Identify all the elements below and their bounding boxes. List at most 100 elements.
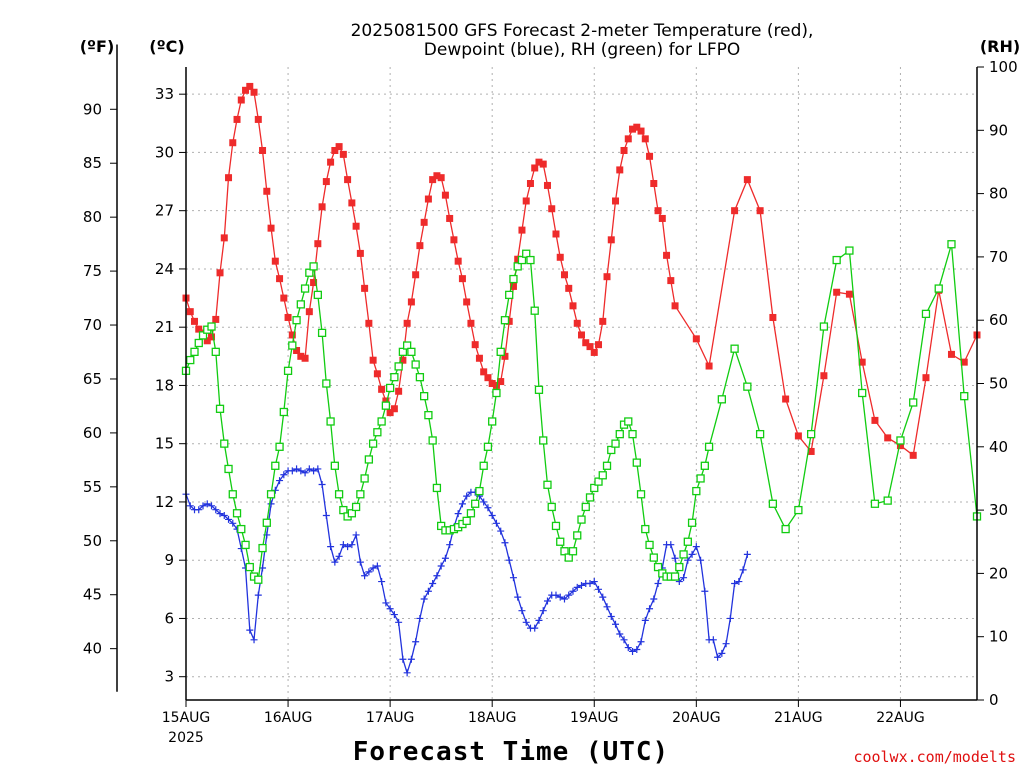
dewpoint-point: [254, 591, 262, 599]
rh-point: [479, 461, 488, 470]
dewpoint-point: [297, 467, 305, 475]
temperature-point: [833, 288, 841, 296]
temperature-point: [471, 341, 479, 349]
temperature-point: [960, 358, 968, 366]
rh-point: [696, 474, 705, 483]
temperature-point: [586, 343, 594, 351]
temperature-point: [612, 197, 620, 205]
rh-point: [368, 439, 378, 448]
rh-point: [670, 572, 680, 581]
celsius-tick-label: 6: [164, 609, 174, 627]
rh-point: [577, 515, 586, 524]
dewpoint-point: [722, 640, 730, 648]
dewpoint-point: [654, 579, 662, 587]
dewpoint-point: [216, 510, 224, 518]
dewpoint-point: [743, 550, 751, 558]
dewpoint-point: [565, 591, 573, 599]
rh-point: [466, 509, 476, 518]
dewpoint-point: [616, 630, 624, 638]
dewpoint-point: [348, 541, 356, 549]
dewpoint-point: [420, 595, 428, 603]
dewpoint-point: [267, 500, 275, 508]
rh-point: [781, 524, 790, 534]
temperature-point: [254, 115, 262, 123]
dewpoint-point: [667, 541, 675, 549]
temperature-point: [310, 279, 318, 287]
rh-tick-label: 100: [989, 58, 1018, 76]
rh-tick-label: 10: [989, 628, 1008, 646]
temperature-point: [607, 236, 615, 244]
rh-point: [717, 395, 726, 404]
temperature-point: [505, 317, 513, 325]
rh-point: [232, 509, 242, 518]
temperature-point: [416, 242, 424, 250]
rh-point: [279, 407, 288, 417]
dewpoint-point: [739, 566, 747, 574]
x-tick-label: 20AUG: [672, 710, 721, 726]
dewpoint-point: [322, 512, 330, 520]
chart-title-line1: 2025081500 GFS Forecast 2-meter Temperat…: [351, 21, 814, 41]
dewpoint-point: [509, 574, 517, 582]
rh-point: [313, 290, 322, 300]
temperature-point: [509, 282, 517, 290]
temperature-point: [420, 218, 428, 226]
dewpoint-point: [395, 618, 403, 626]
rh-point: [896, 436, 905, 445]
temperature-point: [429, 176, 437, 184]
rh-point: [556, 537, 565, 546]
temperature-point: [237, 96, 245, 104]
temperature-point: [382, 397, 390, 405]
rh-point: [704, 442, 714, 451]
dewpoint-point: [335, 552, 343, 560]
temperature-point: [590, 348, 598, 356]
temperature-point: [305, 308, 313, 316]
dewpoint-point: [310, 467, 318, 475]
dewpoint-point: [578, 581, 585, 589]
temperature-point: [229, 139, 237, 147]
temperature-point: [195, 325, 203, 333]
celsius-tick-label: 18: [155, 376, 174, 394]
temperature-point: [573, 319, 581, 327]
temperature-point: [658, 214, 666, 222]
temperature-point: [403, 319, 411, 327]
temperature-point: [552, 230, 560, 238]
dewpoint-point: [407, 655, 415, 663]
temperature-series: [182, 82, 981, 459]
dewpoint-point: [675, 578, 683, 586]
temperature-point: [186, 308, 194, 316]
dewpoint-point: [629, 647, 637, 655]
temperature-point: [246, 82, 254, 90]
rh-point: [186, 355, 195, 365]
x-axis-title: Forecast Time (UTC): [353, 737, 669, 767]
temperature-point: [259, 146, 267, 154]
rh-point: [624, 417, 633, 426]
rh-point: [517, 255, 527, 265]
rh-point: [832, 255, 841, 265]
rh-point: [526, 255, 535, 265]
rh-point: [245, 562, 254, 572]
temperature-point: [692, 335, 700, 343]
rh-point: [590, 483, 599, 493]
rh-point: [602, 461, 612, 470]
rh-point: [628, 429, 637, 439]
rh-point: [632, 458, 641, 467]
temperature-point: [522, 197, 530, 205]
temperature-point: [352, 222, 360, 230]
rh-point: [483, 442, 493, 451]
temperature-point: [603, 273, 611, 281]
rh-point: [883, 496, 892, 505]
temperature-point: [433, 172, 441, 180]
rh-point: [364, 455, 374, 464]
temperature-point: [480, 368, 488, 376]
rh-point: [679, 550, 688, 559]
fahrenheit-tick-label: 60: [83, 424, 102, 442]
temperature-point: [458, 275, 466, 283]
fahrenheit-tick-label: 70: [83, 316, 102, 334]
dewpoint-point: [692, 543, 700, 551]
temperature-point: [909, 451, 917, 459]
dewpoint-point: [620, 636, 628, 644]
rh-tick-label: 90: [989, 121, 1008, 139]
rh-point: [492, 388, 501, 398]
dewpoint-point: [344, 543, 352, 551]
dewpoint-point: [454, 510, 462, 518]
